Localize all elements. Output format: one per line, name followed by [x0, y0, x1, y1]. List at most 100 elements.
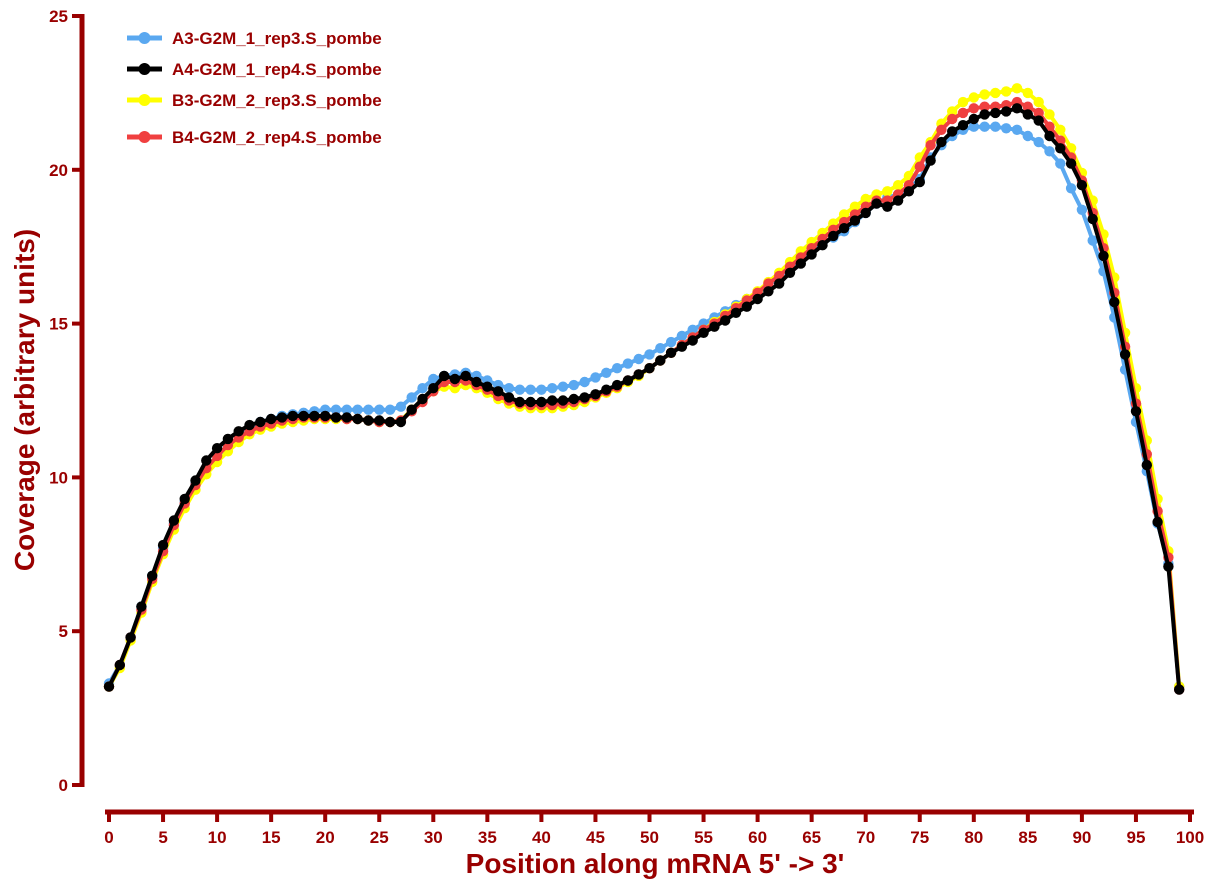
data-point — [1044, 109, 1055, 120]
data-point — [611, 363, 623, 374]
data-point — [244, 419, 255, 431]
data-point — [233, 426, 244, 437]
y-tick-label: 5 — [59, 622, 68, 641]
data-point — [968, 92, 979, 103]
x-tick-label: 10 — [208, 828, 227, 847]
x-tick-label: 25 — [370, 828, 389, 847]
data-point — [211, 443, 223, 454]
legend-swatch-marker — [138, 63, 151, 75]
data-point — [1109, 296, 1120, 308]
data-point — [547, 383, 558, 394]
data-point — [1001, 123, 1012, 134]
data-point — [309, 410, 320, 422]
x-tick-label: 75 — [910, 828, 929, 847]
x-tick-label: 30 — [424, 828, 443, 847]
data-point — [363, 404, 374, 415]
data-point — [428, 383, 439, 394]
x-tick-label: 100 — [1176, 828, 1204, 847]
data-point — [611, 379, 623, 391]
legend-swatch-marker — [138, 94, 151, 106]
data-point — [460, 370, 471, 382]
data-point — [395, 416, 407, 428]
data-point — [860, 193, 871, 205]
data-point — [947, 106, 958, 117]
legend-swatch-marker — [138, 131, 151, 143]
data-point — [547, 395, 558, 406]
data-point — [590, 372, 601, 383]
data-point — [925, 140, 936, 151]
data-point — [817, 240, 828, 251]
data-point — [1001, 86, 1012, 97]
data-point — [990, 121, 1001, 132]
data-point — [687, 335, 698, 346]
data-point — [536, 384, 547, 395]
data-point — [103, 681, 115, 692]
data-point — [1022, 109, 1033, 120]
x-tick-label: 45 — [586, 828, 605, 847]
data-point — [676, 341, 688, 352]
data-point — [503, 383, 515, 394]
data-point — [936, 136, 947, 148]
legend-label: B4-G2M_2_rep4.S_pombe — [172, 128, 382, 147]
data-point — [1152, 516, 1163, 528]
data-point — [1174, 684, 1185, 695]
data-point — [871, 198, 882, 209]
data-point — [979, 101, 990, 112]
data-point — [179, 493, 190, 505]
data-point — [979, 89, 990, 100]
data-point — [1087, 213, 1098, 225]
data-point — [968, 121, 979, 132]
data-point — [1065, 158, 1077, 169]
data-point — [849, 215, 861, 226]
y-tick-label: 20 — [49, 161, 68, 180]
data-point — [1011, 83, 1023, 94]
data-point — [384, 416, 396, 428]
y-axis: 0 5 10 15 20 25 — [49, 7, 85, 795]
x-tick-label: 40 — [532, 828, 551, 847]
data-point — [514, 384, 525, 395]
data-point — [763, 286, 774, 297]
data-point — [633, 369, 644, 380]
x-tick-label: 0 — [104, 828, 113, 847]
x-tick-label: 85 — [1018, 828, 1037, 847]
data-point — [428, 373, 439, 385]
series-2 — [103, 103, 1185, 695]
data-point — [990, 107, 1001, 119]
x-tick-label: 55 — [694, 828, 713, 847]
data-point — [341, 412, 352, 423]
data-point — [568, 393, 579, 405]
data-point — [622, 358, 634, 369]
data-point — [741, 301, 752, 312]
x-axis-label: Position along mRNA 5' -> 3' — [466, 848, 845, 879]
data-point — [1022, 87, 1033, 99]
data-point — [1033, 115, 1044, 126]
y-tick-label: 10 — [49, 468, 68, 487]
legend-item: B4-G2M_2_rep4.S_pombe — [127, 128, 382, 147]
data-point — [590, 389, 601, 400]
data-point — [330, 412, 342, 423]
data-point — [1044, 130, 1055, 142]
data-point — [557, 381, 569, 392]
data-point — [557, 395, 569, 406]
data-point — [352, 413, 363, 425]
data-point — [536, 396, 547, 408]
data-point — [665, 336, 677, 348]
data-point — [860, 207, 871, 219]
data-point — [957, 107, 969, 119]
data-point — [374, 415, 385, 426]
data-point — [665, 347, 677, 358]
series-line — [107, 100, 1182, 690]
data-point — [655, 343, 666, 354]
data-point — [255, 416, 266, 428]
data-point — [979, 109, 990, 120]
series-line — [107, 86, 1182, 688]
data-point — [352, 404, 363, 415]
data-point — [406, 404, 417, 415]
x-tick-label: 60 — [748, 828, 767, 847]
data-point — [1130, 406, 1142, 417]
data-point — [1087, 235, 1098, 246]
x-tick-label: 50 — [640, 828, 659, 847]
data-point — [633, 353, 644, 365]
data-point — [828, 230, 839, 242]
data-point — [882, 186, 893, 197]
